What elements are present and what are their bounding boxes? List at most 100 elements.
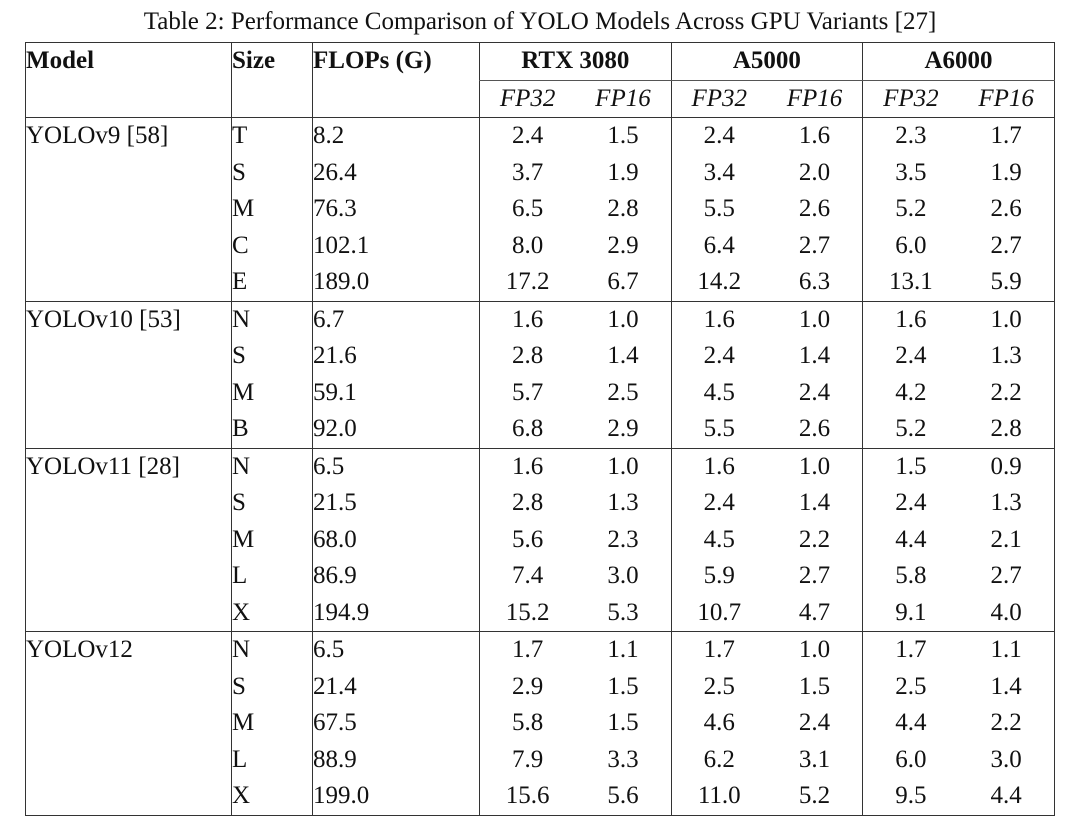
latency-cell: 5.8	[862, 558, 959, 595]
flops-cell: 21.4	[312, 668, 480, 705]
latency-cell: 1.4	[990, 672, 1022, 700]
latency-cell: 9.1	[862, 594, 959, 632]
size-cell: S	[231, 154, 313, 191]
size-cell: M	[231, 191, 313, 228]
header-flops: FLOPs (G)	[312, 42, 480, 118]
table-row: B 92.0 6.8 2.9 5.5 2.6 5.2 2.8	[26, 411, 1055, 448]
latency-cell: 1.0	[575, 447, 672, 485]
table-row: L 88.9 7.9 3.3 6.2 3.1 6.0 3.0	[26, 741, 1055, 778]
latency-cell: 1.9	[990, 158, 1022, 186]
latency-cell: 2.1	[990, 525, 1022, 553]
latency-cell: 13.1	[862, 264, 959, 301]
latency-cell: 2.9	[479, 668, 576, 705]
flops-cell: 194.9	[312, 594, 480, 632]
size-cell: M	[231, 705, 313, 742]
latency-cell: 5.6	[607, 782, 639, 809]
latency-cell: 4.6	[670, 705, 767, 742]
size-cell: S	[231, 668, 313, 705]
latency-cell: 1.5	[798, 672, 831, 700]
latency-cell: 1.3	[607, 489, 639, 516]
latency-cell: 10.7	[670, 594, 767, 632]
latency-cell: 1.0	[958, 300, 1055, 338]
flops-cell: 21.5	[312, 485, 480, 522]
flops-cell: 67.5	[312, 705, 480, 742]
latency-cell: 1.4	[607, 342, 639, 369]
latency-cell: 5.5	[670, 411, 767, 448]
latency-cell: 7.4	[479, 558, 576, 595]
size-cell: S	[231, 485, 313, 522]
latency-cell: 2.5	[607, 378, 639, 406]
latency-cell: 3.0	[990, 745, 1022, 773]
size-cell: M	[231, 374, 313, 411]
latency-cell: 2.6	[798, 195, 831, 222]
latency-cell: 2.8	[990, 415, 1022, 442]
table-row: YOLOv10 [53] N 6.7 1.6 1.0 1.6 1.0 1.6 1.0	[25, 300, 1055, 448]
latency-cell: 5.8	[479, 705, 576, 742]
table-row: YOLOv11 [28] N 6.5 1.6 1.0 1.6 1.0 1.5 0.9	[25, 447, 1055, 632]
table-caption: Table 2: Performance Comparison of YOLO …	[143, 8, 937, 35]
latency-cell: 2.4	[670, 117, 767, 155]
size-cell: L	[231, 741, 313, 778]
latency-cell: 6.3	[798, 268, 831, 295]
table-row: M 76.3 6.5 2.8 5.5 2.6 5.2 2.6	[26, 191, 1055, 228]
header-precision: FP16	[575, 80, 672, 118]
header-gpu-a5000: A5000	[670, 42, 863, 81]
latency-cell: 17.2	[479, 264, 576, 301]
latency-cell: 1.6	[670, 447, 767, 485]
latency-cell: 1.7	[990, 122, 1022, 149]
size-cell: X	[231, 594, 313, 632]
header-size: Size	[231, 42, 313, 118]
header-precision: FP32	[479, 80, 576, 118]
model-name-cell: YOLOv12	[25, 631, 232, 815]
latency-cell: 1.0	[575, 300, 672, 338]
latency-cell: 5.5	[670, 191, 767, 228]
latency-cell: 4.4	[862, 705, 959, 742]
latency-cell: 11.0	[670, 778, 767, 815]
size-cell: N	[231, 447, 313, 485]
latency-cell: 1.3	[990, 489, 1022, 516]
header-precision: FP16	[958, 80, 1055, 118]
latency-cell: 2.6	[798, 415, 831, 442]
latency-cell: 3.0	[607, 562, 639, 589]
flops-cell: 88.9	[312, 741, 480, 778]
size-cell: X	[231, 778, 313, 815]
table-row: M 68.0 5.6 2.3 4.5 2.2 4.4 2.1	[26, 521, 1055, 558]
latency-cell: 1.5	[607, 122, 639, 149]
latency-cell: 1.0	[766, 447, 863, 485]
latency-cell: 2.4	[479, 117, 576, 155]
latency-cell: 1.6	[798, 122, 831, 149]
size-cell: B	[231, 411, 313, 448]
latency-cell: 4.2	[862, 374, 959, 411]
latency-cell: 1.7	[670, 631, 767, 669]
latency-cell: 5.7	[479, 374, 576, 411]
size-cell: N	[231, 631, 313, 669]
table-row: S 21.6 2.8 1.4 2.4 1.4 2.4 1.3	[26, 338, 1055, 375]
latency-cell: 2.5	[670, 668, 767, 705]
table-row: YOLOv12 N 6.5 1.7 1.1 1.7 1.0 1.7 1.1	[25, 631, 1055, 815]
latency-cell: 6.4	[670, 227, 767, 264]
table-row: E 189.0 17.2 6.7 14.2 6.3 13.1 5.9	[26, 264, 1055, 301]
latency-cell: 2.2	[798, 525, 831, 553]
table-row: S 26.4 3.7 1.9 3.4 2.0 3.5 1.9	[26, 154, 1055, 191]
latency-cell: 4.4	[862, 521, 959, 558]
size-cell: L	[231, 558, 313, 595]
latency-cell: 2.4	[798, 709, 831, 736]
latency-cell: 2.2	[990, 709, 1022, 736]
latency-cell: 2.7	[798, 562, 831, 589]
latency-cell: 1.1	[575, 631, 672, 669]
latency-cell: 2.3	[862, 117, 959, 155]
latency-cell: 4.7	[798, 598, 831, 626]
flops-cell: 6.5	[312, 631, 480, 669]
latency-cell: 3.3	[607, 745, 639, 773]
latency-cell: 2.4	[798, 378, 831, 406]
latency-cell: 1.6	[862, 300, 959, 338]
latency-cell: 5.2	[862, 191, 959, 228]
flops-cell: 6.5	[312, 447, 480, 485]
latency-cell: 1.6	[479, 447, 576, 485]
flops-cell: 76.3	[312, 191, 480, 228]
latency-cell: 15.2	[479, 594, 576, 632]
table-row: L 86.9 7.4 3.0 5.9 2.7 5.8 2.7	[26, 558, 1055, 595]
latency-cell: 2.3	[607, 525, 639, 553]
latency-cell: 2.7	[798, 231, 831, 259]
latency-cell: 1.4	[798, 342, 831, 369]
